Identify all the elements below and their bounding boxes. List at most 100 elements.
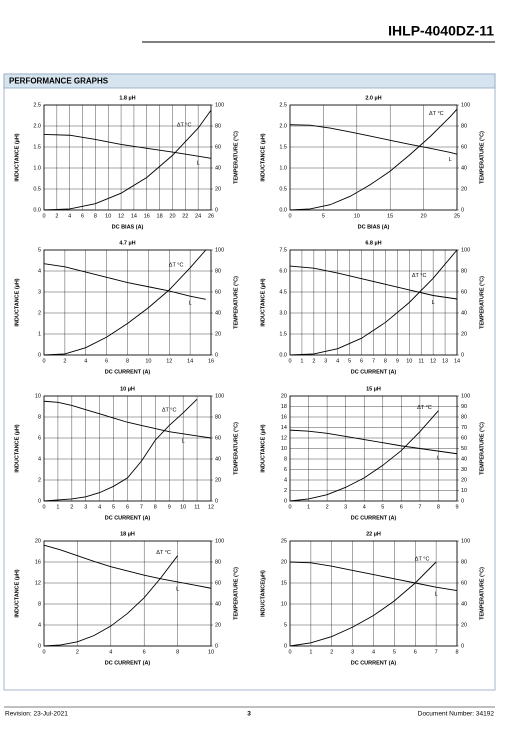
x-tick-label: 11 (418, 358, 424, 364)
y-tick-label: 2.0 (279, 123, 287, 129)
x-axis-title: DC BIAS (A) (358, 224, 390, 230)
x-tick-label: 10 (145, 358, 151, 364)
y2-tick-label: 80 (215, 559, 221, 565)
x-tick-label: 6 (143, 649, 146, 655)
x-tick-label: 24 (195, 213, 201, 219)
x-tick-label: 16 (144, 213, 150, 219)
y2-tick-label: 0 (461, 498, 464, 504)
y-axis-title: INDUCTANCE (µH) (14, 133, 20, 181)
y2-tick-label: 100 (215, 538, 224, 544)
x-tick-label: 2 (330, 649, 333, 655)
chart-title: 15 µH (366, 386, 381, 392)
chart-title: 2.0 µH (365, 95, 381, 101)
y2-axis-title: TEMPERATURE (°C) (233, 422, 239, 475)
y-tick-label: 18 (281, 404, 287, 410)
x-tick-label: 5 (348, 358, 351, 364)
y2-tick-label: 100 (461, 538, 470, 544)
footer-doc-number: Document Number: 34192 (418, 711, 495, 718)
y2-tick-label: 0 (215, 352, 218, 358)
y-tick-label: 12 (35, 580, 41, 586)
x-tick-label: 12 (208, 504, 214, 510)
y2-tick-label: 20 (461, 331, 467, 337)
y2-tick-label: 20 (215, 622, 221, 628)
y-tick-label: 4.5 (279, 289, 287, 295)
x-axis-title: DC CURRENT (A) (351, 515, 397, 521)
x-tick-label: 1 (56, 504, 59, 510)
plot-frame (289, 104, 458, 211)
x-tick-label: 9 (455, 504, 458, 510)
y-tick-label: 2 (38, 310, 41, 316)
y-tick-label: 10 (281, 446, 287, 452)
x-tick-label: 6 (414, 649, 417, 655)
y2-tick-label: 100 (215, 247, 224, 253)
series-line (289, 265, 458, 300)
y-tick-label: 16 (35, 559, 41, 565)
y-tick-label: 6 (284, 467, 287, 473)
y2-axis-title: TEMPERATURE (°C) (233, 131, 239, 184)
x-tick-label: 2 (312, 358, 315, 364)
x-tick-label: 3 (84, 504, 87, 510)
y-tick-label: 7.5 (279, 247, 287, 253)
y2-tick-label: 20 (461, 477, 467, 483)
series-line (43, 398, 198, 502)
chart-title: 10 µH (120, 386, 135, 392)
y2-tick-label: 0 (215, 498, 218, 504)
x-tick-label: 10 (105, 213, 111, 219)
chart-title: 18 µH (120, 531, 135, 537)
y-tick-label: 2 (284, 488, 287, 494)
x-tick-label: 22 (182, 213, 188, 219)
x-tick-label: 0 (42, 213, 45, 219)
series-label: L (189, 301, 192, 307)
y2-tick-label: 60 (461, 435, 467, 441)
x-tick-label: 2 (63, 358, 66, 364)
y-tick-label: 0 (284, 643, 287, 649)
x-tick-label: 1 (309, 649, 312, 655)
series-line (43, 400, 212, 439)
series-line (43, 249, 207, 356)
y2-tick-label: 20 (215, 331, 221, 337)
y2-tick-label: 50 (461, 446, 467, 452)
y2-tick-label: 0 (461, 352, 464, 358)
y-axis-title: INDUCTANCE (µH) (14, 424, 20, 472)
y-axis-title: INDUCTANCE(µH) (260, 570, 266, 617)
series-line (289, 429, 458, 455)
y2-tick-label: 40 (215, 601, 221, 607)
y2-tick-label: 60 (215, 580, 221, 586)
y2-tick-label: 0 (215, 207, 218, 213)
y-tick-label: 0 (38, 498, 41, 504)
chart-title: 4.7 µH (119, 240, 135, 246)
series-label: ΔT °C (415, 556, 430, 562)
y-tick-label: 3.0 (279, 310, 287, 316)
chart-title: 1.8 µH (119, 95, 135, 101)
y-tick-label: 20 (281, 393, 287, 399)
x-tick-label: 0 (42, 504, 45, 510)
x-tick-label: 4 (68, 213, 71, 219)
y-tick-label: 5 (38, 247, 41, 253)
y2-tick-label: 40 (215, 456, 221, 462)
x-tick-label: 8 (94, 213, 97, 219)
plot-frame (43, 249, 212, 356)
x-axis-title: DC CURRENT (A) (351, 660, 397, 666)
y2-tick-label: 40 (461, 601, 467, 607)
x-tick-label: 20 (169, 213, 175, 219)
y-tick-label: 4 (284, 477, 287, 483)
x-tick-label: 10 (406, 358, 412, 364)
series-line (43, 133, 212, 159)
y-tick-label: 1.5 (279, 331, 287, 337)
y2-tick-label: 60 (215, 289, 221, 295)
x-tick-label: 18 (157, 213, 163, 219)
y2-tick-label: 80 (461, 123, 467, 129)
x-axis-title: DC CURRENT (A) (105, 369, 151, 375)
x-tick-label: 2 (70, 504, 73, 510)
x-tick-label: 7 (435, 649, 438, 655)
series-line (43, 263, 206, 300)
y-tick-label: 1.5 (33, 144, 41, 150)
x-tick-label: 0 (288, 649, 291, 655)
x-axis-title: DC CURRENT (A) (351, 369, 397, 375)
section-title: PERFORMANCE GRAPHS (9, 77, 109, 86)
y2-tick-label: 100 (461, 247, 470, 253)
y2-axis-title: TEMPERATURE (°C) (479, 131, 485, 184)
x-tick-label: 5 (381, 504, 384, 510)
y-tick-label: 16 (281, 414, 287, 420)
